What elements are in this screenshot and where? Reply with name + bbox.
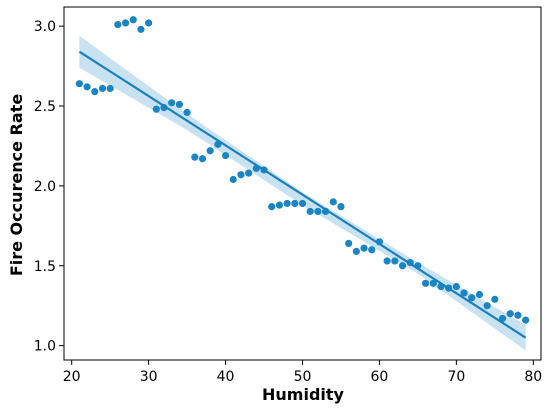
y-axis-title: Fire Occurence Rate — [7, 94, 26, 276]
data-point — [237, 171, 245, 179]
y-tick-label: 3.0 — [34, 19, 56, 35]
x-tick-label: 60 — [371, 369, 389, 385]
confidence-band-layer — [79, 35, 526, 351]
data-point — [421, 279, 430, 287]
data-point — [452, 282, 460, 291]
data-point — [114, 20, 122, 29]
x-axis-title: Humidity — [262, 385, 345, 404]
data-point — [298, 199, 307, 208]
data-point — [514, 311, 522, 319]
x-tick-label: 50 — [294, 369, 312, 385]
data-point — [506, 310, 514, 318]
data-point — [221, 151, 230, 160]
data-point — [483, 302, 491, 310]
x-tick-label: 80 — [524, 369, 542, 385]
y-tick-label: 2.0 — [34, 179, 56, 195]
regression-line-layer — [78, 50, 527, 339]
data-point — [368, 246, 376, 254]
y-tick-label: 1.5 — [34, 259, 56, 275]
data-point — [314, 207, 322, 216]
data-point — [229, 175, 237, 184]
data-point — [98, 84, 107, 93]
data-point — [491, 295, 499, 303]
data-point — [183, 108, 191, 117]
data-point — [306, 207, 314, 216]
x-tick-label: 30 — [140, 369, 158, 385]
data-point — [475, 290, 484, 299]
data-point — [83, 83, 91, 91]
data-point — [152, 105, 160, 113]
data-point — [498, 314, 507, 323]
data-point — [468, 294, 476, 302]
data-point — [329, 198, 337, 206]
data-point — [283, 199, 291, 208]
data-point — [352, 247, 360, 255]
data-point — [345, 239, 353, 247]
data-point — [391, 257, 399, 265]
data-point — [337, 203, 345, 211]
data-point — [398, 262, 407, 270]
data-point — [460, 289, 468, 297]
data-point — [145, 19, 153, 27]
data-point — [275, 201, 284, 209]
data-point — [360, 244, 368, 252]
x-tick-label: 70 — [447, 369, 465, 385]
confidence-band — [79, 35, 526, 351]
data-point — [291, 199, 299, 208]
axes-layer: 20 30 40 50 60 70 80 1.0 1.5 2.0 2.5 3.0 — [34, 6, 542, 385]
regression-line — [78, 50, 527, 339]
data-points-layer — [75, 16, 530, 324]
data-point — [522, 316, 530, 324]
data-point — [206, 147, 214, 155]
data-point — [191, 153, 199, 161]
data-point — [198, 155, 207, 163]
y-tick-label: 1.0 — [34, 339, 56, 355]
x-tick-label: 20 — [63, 369, 81, 385]
data-point — [429, 279, 437, 287]
x-tick-label: 40 — [217, 369, 235, 385]
data-point — [91, 88, 99, 96]
data-point — [168, 99, 176, 107]
data-point — [268, 203, 276, 211]
data-point — [175, 100, 184, 109]
data-point — [245, 169, 253, 177]
data-point — [129, 16, 137, 24]
data-point — [383, 257, 391, 265]
y-tick-label: 2.5 — [34, 99, 56, 115]
data-point — [137, 25, 145, 33]
data-point — [75, 80, 83, 88]
data-point — [106, 84, 114, 93]
data-point — [121, 19, 130, 27]
